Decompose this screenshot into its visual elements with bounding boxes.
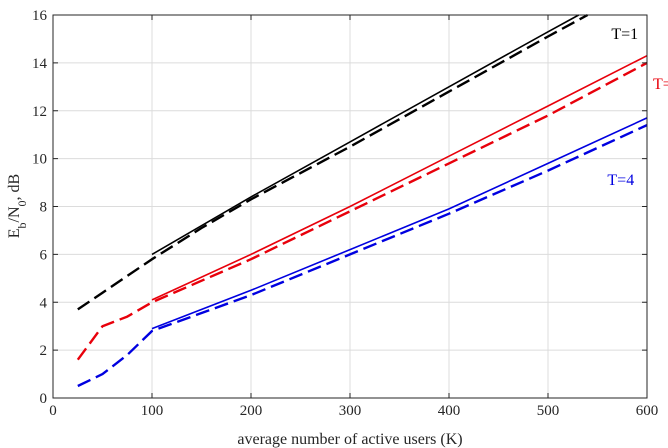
x-tick-label: 0 [49,403,57,419]
y-tick-label: 12 [32,104,47,120]
y-tick-label: 14 [32,56,48,72]
series-line-t2-dashed [76,61,648,361]
y-tick-label: 4 [40,295,48,311]
x-tick-label: 100 [141,403,164,419]
series-line-t2-solid [151,54,648,301]
x-tick-label: 200 [240,403,263,419]
y-tick-label: 16 [32,8,48,24]
y-tick-label: 0 [40,391,48,407]
series-line-t4-dashed [77,124,648,388]
series-line-t1-solid [151,14,580,256]
x-tick-label: 400 [438,403,461,419]
series-line-t4-solid [151,117,648,330]
y-tick-label: 2 [40,343,48,359]
y-axis-label: Eb/N0, dB [6,174,29,238]
x-tick-label: 500 [537,403,560,419]
annotations: T=1 T=2 T=4 [607,26,668,189]
x-axis-label: average number of active users (K) [237,431,462,448]
annotation-t2: T=2 [653,76,668,93]
y-tick-label: 8 [40,200,48,216]
y-tick-label: 10 [32,152,47,168]
annotation-t4: T=4 [607,172,634,189]
ticks: 0 100 200 300 400 500 600 0 2 4 6 8 10 12 14 16 [32,8,658,419]
x-tick-label: 300 [339,403,362,419]
x-tick-label: 600 [636,403,659,419]
series-group [76,13,648,388]
y-tick-label: 6 [40,247,48,263]
series-line-t1-dashed [77,13,589,311]
annotation-t1: T=1 [611,26,638,43]
